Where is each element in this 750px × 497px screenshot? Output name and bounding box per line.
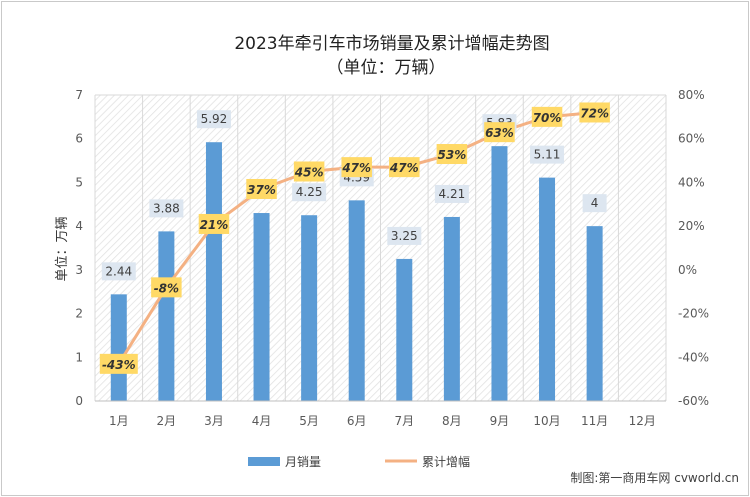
bar-value-label-bg bbox=[530, 145, 565, 164]
x-tick-label: 4月 bbox=[252, 414, 272, 428]
bar bbox=[205, 142, 222, 401]
line-value-label-bg bbox=[151, 277, 182, 298]
x-tick-label: 11月 bbox=[581, 414, 608, 428]
bar bbox=[586, 226, 603, 401]
axes: 0 1 2 3 4 5 6 7 -60% -40% -20% 0% 20% 40% 60% 80% 1月 2月 3月… bbox=[75, 88, 709, 428]
legend-line-label: 累计增幅 bbox=[422, 454, 470, 469]
y2-tick-label: 0% bbox=[678, 263, 697, 277]
bar-value-label: 4.25 bbox=[296, 185, 323, 199]
y-tick-label: 2 bbox=[75, 307, 83, 321]
y-tick-label: 5 bbox=[75, 175, 83, 189]
line-value-label-bg bbox=[293, 161, 325, 182]
bar bbox=[539, 177, 556, 401]
line-value-label: 21% bbox=[200, 218, 229, 232]
chart-subtitle: （单位：万辆） bbox=[327, 58, 446, 78]
x-tick-label: 12月 bbox=[629, 414, 656, 428]
bar-value-label: 4 bbox=[591, 196, 599, 210]
bar-value-label: 3.25 bbox=[391, 229, 418, 243]
data-labels: 2.443.885.924.34.254.593.254.215.835.114… bbox=[99, 102, 610, 374]
legend-bar-label: 月销量 bbox=[285, 455, 321, 469]
bar-value-label-bg bbox=[582, 194, 607, 213]
bar-value-label: 4.21 bbox=[439, 187, 466, 201]
x-tick-label: 3月 bbox=[204, 414, 224, 428]
legend-bar-swatch bbox=[248, 457, 280, 466]
bar-value-label: 2.44 bbox=[105, 264, 132, 278]
bar bbox=[443, 216, 460, 401]
y2-tick-label: 20% bbox=[678, 219, 705, 233]
y-axis-label: 单位：万辆 bbox=[55, 216, 70, 281]
bar bbox=[158, 231, 175, 401]
y-tick-label: 4 bbox=[75, 219, 83, 233]
line-value-label: 47% bbox=[341, 161, 371, 175]
y2-tick-label: -40% bbox=[678, 350, 709, 364]
line-value-label-bg bbox=[436, 144, 468, 165]
x-tick-label: 6月 bbox=[347, 414, 367, 428]
bar-value-label-bg bbox=[387, 226, 422, 245]
y2-tick-label: -60% bbox=[678, 394, 709, 408]
bar-value-label-bg bbox=[149, 199, 184, 218]
y2-tick-label: -20% bbox=[678, 307, 709, 321]
y-tick-label: 3 bbox=[75, 263, 83, 277]
line-value-label: 70% bbox=[533, 111, 562, 125]
bar bbox=[253, 213, 270, 401]
bar bbox=[110, 294, 127, 401]
bar-value-label: 5.92 bbox=[201, 112, 228, 126]
line-value-label: 37% bbox=[247, 183, 276, 197]
x-tick-label: 9月 bbox=[490, 414, 510, 428]
line-value-label-bg bbox=[341, 157, 372, 178]
line-value-label: 47% bbox=[389, 161, 419, 175]
y2-tick-label: 80% bbox=[678, 88, 705, 102]
x-tick-label: 1月 bbox=[109, 414, 129, 428]
line-value-label: -43% bbox=[102, 358, 136, 372]
bar-value-label-bg bbox=[101, 262, 136, 281]
bar-series bbox=[110, 142, 603, 401]
chart-title: 2023年牵引车市场销量及累计增幅走势图 bbox=[234, 34, 549, 54]
y-tick-label: 6 bbox=[75, 132, 83, 146]
y2-tick-label: 60% bbox=[678, 132, 705, 146]
source-credit: 制图:第一商用车网 cvworld.cn bbox=[570, 470, 739, 485]
x-tick-label: 2月 bbox=[157, 414, 177, 428]
line-value-label: 53% bbox=[438, 148, 467, 162]
y-tick-label: 0 bbox=[75, 394, 83, 408]
line-value-label-bg bbox=[579, 102, 610, 123]
line-value-label: -8% bbox=[154, 281, 179, 295]
bar bbox=[348, 200, 365, 401]
line-value-label-bg bbox=[389, 157, 420, 178]
legend: 月销量 累计增幅 bbox=[248, 454, 470, 469]
y-tick-label: 7 bbox=[75, 88, 83, 102]
bar bbox=[491, 146, 508, 401]
bar-value-label-bg bbox=[196, 110, 231, 129]
bar-value-label: 3.88 bbox=[153, 201, 180, 215]
line-value-label-bg bbox=[246, 178, 277, 199]
line-value-label-bg bbox=[484, 122, 515, 143]
x-tick-label: 10月 bbox=[533, 414, 560, 428]
x-tick-label: 8月 bbox=[442, 414, 462, 428]
line-value-label: 63% bbox=[485, 126, 514, 140]
bar-value-label-bg bbox=[434, 184, 469, 203]
bar bbox=[396, 258, 413, 401]
bar bbox=[301, 215, 318, 401]
grid-lines bbox=[94, 94, 667, 401]
y2-tick-label: 40% bbox=[678, 175, 705, 189]
x-tick-label: 5月 bbox=[299, 414, 319, 428]
line-value-label: 45% bbox=[294, 166, 324, 180]
line-value-label: 72% bbox=[580, 106, 609, 120]
line-value-label-bg bbox=[99, 353, 138, 374]
bar-value-label: 5.11 bbox=[534, 148, 561, 162]
line-value-label-bg bbox=[198, 213, 230, 234]
line-value-label-bg bbox=[531, 106, 563, 127]
x-tick-label: 7月 bbox=[394, 414, 414, 428]
y-tick-label: 1 bbox=[75, 350, 83, 364]
bar-value-label-bg bbox=[292, 183, 327, 202]
